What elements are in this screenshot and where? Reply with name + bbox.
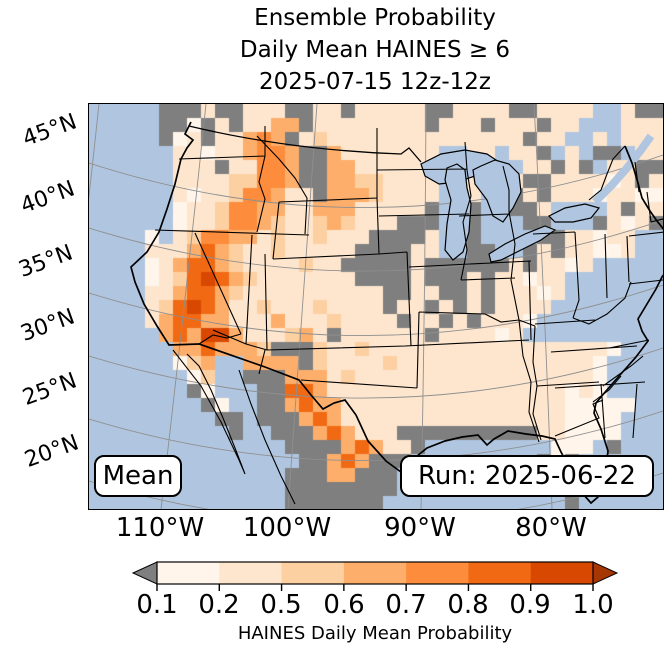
lon-tick-80w: 80°W [515, 513, 587, 543]
st-lawrence-river [592, 133, 655, 205]
cbar-tick-0.1: 0.1 [136, 590, 178, 620]
probability-raster [89, 104, 663, 509]
lon-tick-110w: 110°W [115, 513, 205, 543]
run-date-badge: Run: 2025-06-22 [400, 455, 654, 497]
title-line-2: Daily Mean HAINES ≥ 6 [239, 37, 511, 63]
lon-tick-90w: 90°W [384, 513, 456, 543]
lat-tick-25n: 25°N [19, 368, 81, 411]
lat-tick-30n: 30°N [17, 304, 79, 347]
cbar-tick-0.7: 0.7 [385, 590, 427, 620]
colorbar: 0.1 0.2 0.5 0.6 0.7 0.8 0.9 1.0 HAINES D… [0, 552, 671, 658]
chart-title: Ensemble Probability Daily Mean HAINES ≥… [88, 2, 662, 98]
lat-tick-35n: 35°N [15, 240, 77, 283]
cbar-tick-0.5: 0.5 [260, 590, 302, 620]
coastline [130, 121, 663, 505]
state-borders [154, 126, 663, 443]
cbar-tick-0.6: 0.6 [323, 590, 365, 620]
cbar-tick-0.2: 0.2 [198, 590, 240, 620]
lon-tick-100w: 100°W [242, 513, 332, 543]
lat-tick-45n: 45°N [19, 109, 81, 152]
lat-tick-20n: 20°N [21, 430, 83, 473]
title-line-3: 2025-07-15 12z-12z [259, 69, 491, 95]
colorbar-axis-label: HAINES Daily Mean Probability [237, 623, 513, 644]
title-line-1: Ensemble Probability [254, 5, 496, 31]
mean-badge: Mean [94, 455, 182, 497]
cbar-tick-1.0: 1.0 [572, 590, 614, 620]
lat-tick-40n: 40°N [17, 176, 79, 219]
map-overlay [89, 104, 663, 509]
map-panel: Mean Run: 2025-06-22 [88, 103, 664, 510]
cbar-tick-0.9: 0.9 [509, 590, 551, 620]
colorbar-bar [131, 561, 619, 591]
great-lakes [420, 149, 601, 263]
cbar-tick-0.8: 0.8 [447, 590, 489, 620]
